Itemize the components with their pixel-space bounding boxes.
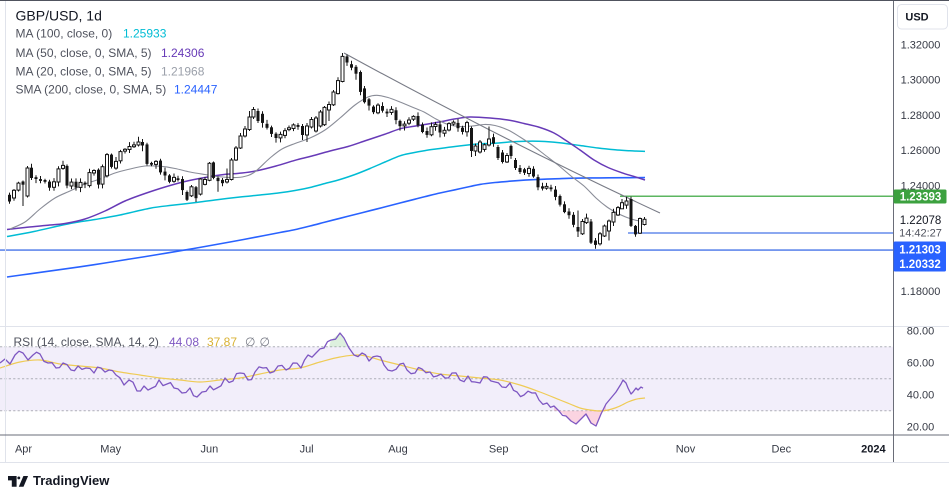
svg-text:80.00: 80.00 [907,326,935,338]
svg-text:20.00: 20.00 [907,422,935,434]
svg-text:1.24447: 1.24447 [174,83,218,97]
svg-text:MA (20, close, 0, SMA, 5): MA (20, close, 0, SMA, 5) [16,65,152,79]
svg-text:MA (50, close, 0, SMA, 5): MA (50, close, 0, SMA, 5) [16,46,152,60]
svg-text:2024: 2024 [861,444,886,456]
svg-text:Nov: Nov [676,444,696,456]
svg-text:37.87: 37.87 [207,335,237,349]
svg-text:RSI (14, close, SMA, 14, 2): RSI (14, close, SMA, 14, 2) [14,335,159,349]
svg-text:1.32000: 1.32000 [901,39,941,51]
svg-text:Oct: Oct [581,444,598,456]
svg-text:60.00: 60.00 [907,358,935,370]
svg-text:USD: USD [905,12,928,24]
svg-text:14:42:27: 14:42:27 [899,227,942,239]
svg-text:1.28000: 1.28000 [901,110,941,122]
svg-text:1.30000: 1.30000 [901,75,941,87]
svg-text:1.21303: 1.21303 [899,245,941,257]
svg-text:1.22078: 1.22078 [900,215,942,227]
svg-text:Aug: Aug [388,444,408,456]
svg-text:Sep: Sep [489,444,509,456]
svg-text:TradingView: TradingView [33,473,110,488]
svg-text:Dec: Dec [772,444,792,456]
svg-text:Apr: Apr [15,444,32,456]
svg-text:∅: ∅ [245,335,255,349]
svg-text:1.24306: 1.24306 [161,46,205,60]
svg-text:1.21968: 1.21968 [161,65,205,79]
svg-text:Jul: Jul [300,444,314,456]
svg-text:1.24000: 1.24000 [901,180,941,192]
svg-text:May: May [100,444,121,456]
svg-text:1.18000: 1.18000 [901,286,941,298]
svg-text:∅: ∅ [260,335,270,349]
svg-text:1.20332: 1.20332 [899,259,941,271]
svg-text:44.08: 44.08 [169,335,199,349]
svg-text:Jun: Jun [201,444,219,456]
svg-text:MA (100, close, 0): MA (100, close, 0) [16,27,113,41]
svg-text:GBP/USD, 1d: GBP/USD, 1d [16,8,102,24]
svg-text:1.26000: 1.26000 [901,145,941,157]
svg-text:40.00: 40.00 [907,390,935,402]
svg-text:1.23393: 1.23393 [900,192,942,204]
svg-text:1.25933: 1.25933 [123,27,167,41]
svg-text:SMA (200, close, 0, SMA, 5): SMA (200, close, 0, SMA, 5) [16,83,167,97]
